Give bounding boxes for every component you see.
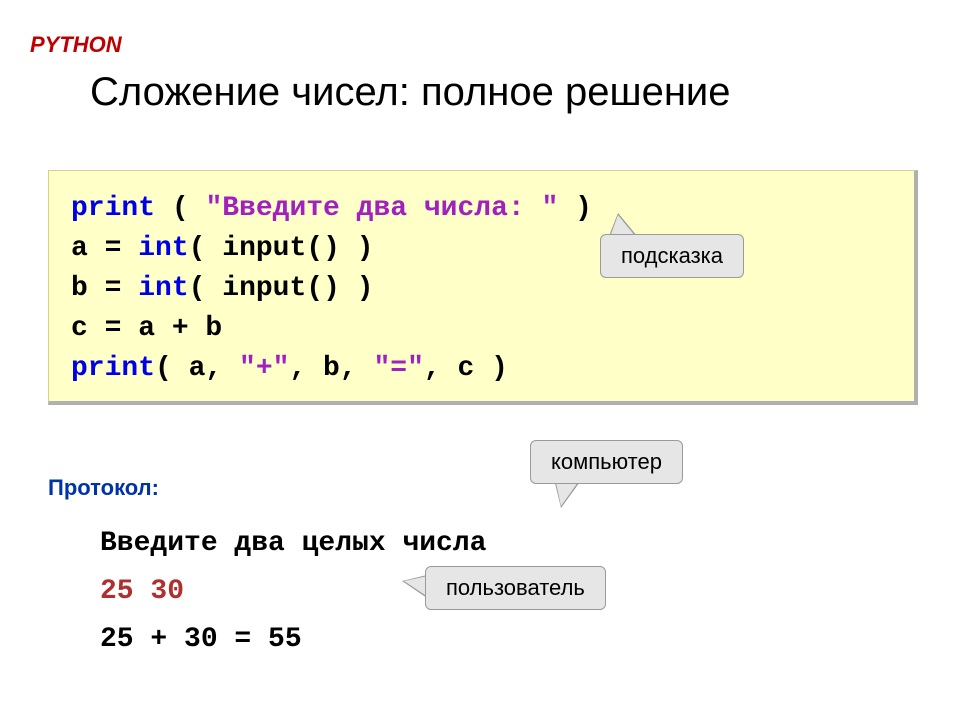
hint-callout: подсказка [600, 234, 744, 278]
var-b: b [71, 273, 88, 304]
computer-callout: компьютер [530, 440, 683, 484]
language-label: PYTHON [30, 32, 122, 58]
protocol-label: Протокол: [48, 475, 159, 501]
int-keyword: int [138, 273, 188, 304]
code-line-4: c = a + b [71, 309, 892, 349]
print-keyword: print [71, 193, 155, 224]
prompt-string: "Введите два числа: " [205, 193, 558, 224]
int-keyword: int [138, 233, 188, 264]
code-line-3: b = int( input() ) [71, 269, 892, 309]
protocol-prompt-line: Введите два целых числа [100, 520, 486, 568]
user-callout: пользователь [425, 566, 606, 610]
print-keyword: print [71, 353, 155, 384]
page-title: Сложение чисел: полное решение [90, 70, 731, 115]
code-line-1: print ( "Введите два числа: " ) [71, 189, 892, 229]
code-block: print ( "Введите два числа: " ) a = int(… [48, 170, 918, 405]
eq-string: "=" [373, 353, 423, 384]
code-line-2: a = int( input() ) [71, 229, 892, 269]
var-a: a [71, 233, 88, 264]
plus-string: "+" [239, 353, 289, 384]
code-line-5: print( a, "+", b, "=", c ) [71, 349, 892, 389]
protocol-result-line: 25 + 30 = 55 [100, 616, 486, 664]
